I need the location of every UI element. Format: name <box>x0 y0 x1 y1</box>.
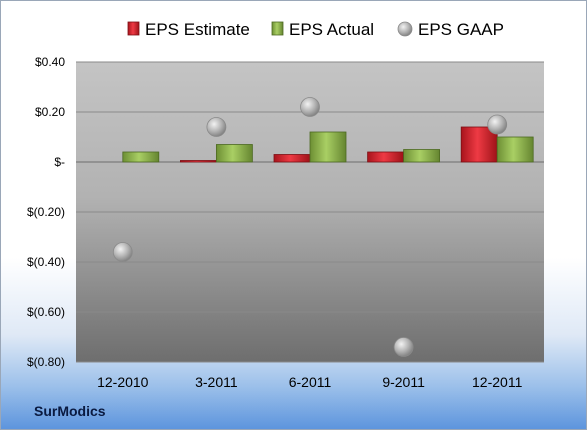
eps-estimate-bar <box>273 154 311 163</box>
legend-eps-actual-label: EPS Actual <box>289 20 374 39</box>
y-tick-label: $- <box>54 155 65 169</box>
x-tick-label: 3-2011 <box>195 374 238 390</box>
x-tick-label: 12-2010 <box>97 374 149 390</box>
eps-estimate-bar <box>460 126 498 163</box>
legend-eps-gaap-label: EPS GAAP <box>418 20 504 39</box>
eps-gaap-marker <box>112 242 133 262</box>
y-axis-ticks: $0.40 $0.20 $- $(0.20) $(0.40) $(0.60) $(0.80) <box>27 55 65 369</box>
x-tick-label: 12-2011 <box>472 374 523 390</box>
y-tick-label: $(0.60) <box>27 305 65 319</box>
eps-estimate-bar <box>367 151 405 163</box>
legend: EPS Estimate EPS Actual EPS GAAP <box>127 20 504 39</box>
x-axis-ticks: 12-2010 3-2011 6-2011 9-2011 12-2011 <box>97 374 522 390</box>
eps-estimate-bar <box>179 160 217 163</box>
eps-actual-bar <box>215 144 253 163</box>
eps-gaap-marker <box>487 114 508 135</box>
eps-actual-bar <box>496 136 534 163</box>
eps-actual-bar <box>309 131 347 163</box>
bars <box>122 126 534 163</box>
eps-gaap-marker <box>393 337 414 357</box>
y-tick-label: $0.40 <box>35 55 65 69</box>
legend-eps-estimate-label: EPS Estimate <box>145 20 250 39</box>
x-tick-label: 6-2011 <box>289 374 332 390</box>
gaap-markers <box>112 97 508 357</box>
eps-actual-bar <box>122 151 160 163</box>
y-tick-label: $(0.20) <box>27 205 65 219</box>
y-tick-label: $(0.40) <box>27 255 65 269</box>
legend-eps-estimate-swatch <box>127 21 140 36</box>
eps-gaap-marker <box>206 117 227 137</box>
x-tick-label: 9-2011 <box>382 374 425 390</box>
legend-eps-actual-swatch <box>271 21 284 36</box>
legend-eps-gaap-swatch <box>397 21 413 37</box>
company-name: SurModics <box>34 403 106 419</box>
eps-actual-bar <box>403 149 441 163</box>
eps-gaap-marker <box>300 97 320 117</box>
y-tick-label: $(0.80) <box>27 355 65 369</box>
y-tick-label: $0.20 <box>35 105 65 119</box>
